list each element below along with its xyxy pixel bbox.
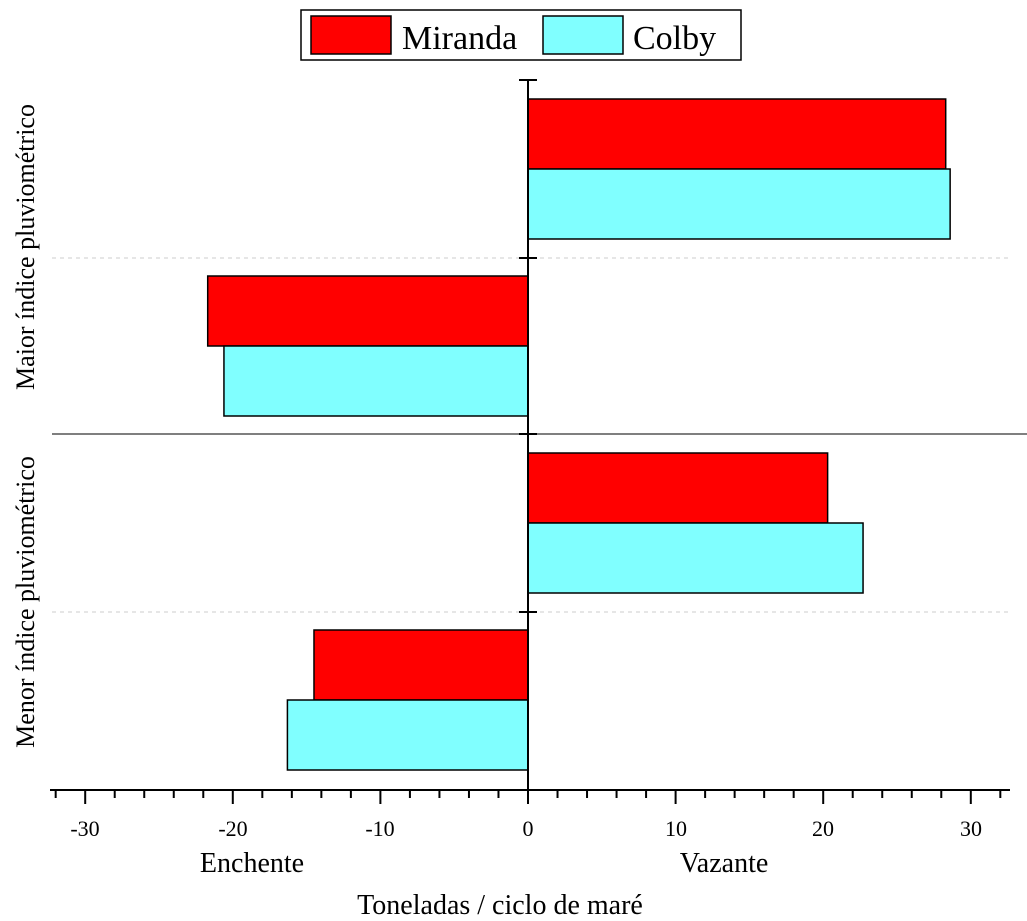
x-tick-label: 30 bbox=[960, 816, 982, 841]
x-tick-label: 20 bbox=[812, 816, 834, 841]
bar-miranda-enchente bbox=[206, 275, 529, 347]
x-tick-label: -10 bbox=[365, 816, 394, 841]
legend-label-miranda: Miranda bbox=[402, 20, 517, 57]
x-tick-label: -20 bbox=[218, 816, 247, 841]
group-label-maior: Maior índice pluviométrico bbox=[11, 104, 40, 390]
x-tick-label: -30 bbox=[70, 816, 99, 841]
bar-colby-enchente bbox=[286, 699, 529, 771]
bar-colby-vazante bbox=[527, 168, 951, 240]
bar-miranda-enchente bbox=[313, 629, 529, 701]
x-axis-title: Toneladas / ciclo de maré bbox=[357, 890, 643, 921]
x-tick-labels: -30 -20 -10 0 10 20 30 bbox=[70, 816, 982, 841]
legend-swatch-miranda bbox=[310, 15, 392, 55]
x-label-right: Vazante bbox=[680, 848, 769, 879]
x-tick-label: 10 bbox=[665, 816, 687, 841]
x-label-left: Enchente bbox=[200, 848, 304, 879]
bars-layer bbox=[206, 98, 951, 771]
axes-layer bbox=[50, 79, 1027, 804]
bar-miranda-vazante bbox=[527, 452, 829, 524]
group-label-menor: Menor índice pluviométrico bbox=[11, 456, 40, 748]
bar-colby-vazante bbox=[527, 522, 864, 594]
bar-colby-enchente bbox=[223, 345, 529, 417]
legend-label-colby: Colby bbox=[633, 20, 716, 57]
bar-miranda-vazante bbox=[527, 98, 947, 170]
legend-swatch-colby bbox=[542, 15, 624, 55]
x-tick-label: 0 bbox=[523, 816, 534, 841]
legend: Miranda Colby bbox=[300, 9, 742, 61]
